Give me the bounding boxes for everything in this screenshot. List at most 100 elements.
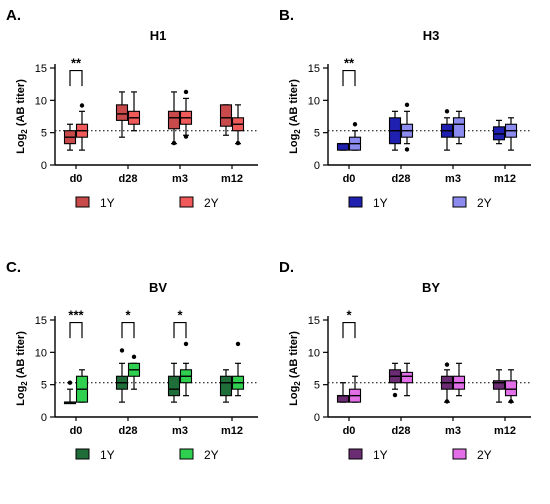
panel-title: BY [422, 280, 440, 295]
significance-label: * [125, 308, 131, 323]
x-tick-label: m3 [445, 173, 461, 185]
box-1y-m3 [167, 375, 181, 397]
legend-swatch-2y [452, 196, 467, 208]
outlier-point [404, 102, 410, 108]
y-tick-label: 5 [41, 128, 47, 140]
outlier-point [131, 354, 137, 360]
outlier-point [352, 122, 358, 127]
legend-label-1y: 1Y [100, 448, 115, 462]
legend-label-1y: 1Y [373, 448, 388, 462]
outlier-point [183, 341, 189, 347]
y-axis-label: Log2 (AB titer) [15, 331, 29, 406]
legend-swatch-1y [348, 448, 363, 460]
y-tick-label: 15 [35, 63, 47, 75]
significance-label: * [177, 308, 183, 323]
y-tick-label: 5 [314, 128, 320, 140]
outlier-point [171, 140, 177, 146]
x-tick-label: d0 [70, 173, 83, 185]
significance-bracket [69, 321, 83, 339]
x-tick-label: m12 [221, 173, 243, 185]
x-tick-label: m12 [221, 425, 243, 437]
outlier-point [235, 140, 241, 146]
outlier-point [119, 348, 125, 353]
y-tick-label: 0 [41, 160, 47, 172]
y-tick-label: 0 [314, 412, 320, 424]
legend-swatch-1y [75, 448, 90, 460]
panel-letter: A. [6, 7, 21, 24]
box-1y-d28 [115, 104, 129, 121]
significance-label: * [346, 308, 352, 323]
outlier-point [235, 341, 241, 347]
y-tick-label: 0 [314, 160, 320, 172]
legend-label-1y: 1Y [373, 196, 388, 210]
panel-title: H1 [150, 28, 167, 43]
significance-bracket [121, 321, 135, 339]
x-tick-label: d0 [343, 425, 356, 437]
outlier-point [404, 147, 410, 152]
y-tick-label: 10 [308, 347, 320, 359]
y-tick-label: 10 [35, 95, 47, 107]
y-tick-label: 15 [35, 315, 47, 327]
x-tick-label: d28 [392, 425, 411, 437]
significance-label: ** [344, 56, 355, 71]
panel-letter: C. [6, 259, 21, 276]
legend-swatch-2y [179, 448, 194, 460]
y-tick-label: 5 [314, 380, 320, 392]
legend-label-2y: 2Y [477, 448, 492, 462]
panel-letter: D. [279, 259, 294, 276]
significance-bracket [173, 321, 187, 339]
x-tick-label: d0 [70, 425, 83, 437]
y-tick-label: 5 [41, 380, 47, 392]
y-tick-label: 0 [41, 412, 47, 424]
legend-swatch-1y [75, 196, 90, 208]
y-tick-label: 10 [308, 95, 320, 107]
box-2y-m3 [452, 117, 466, 138]
x-tick-label: m3 [445, 425, 461, 437]
x-tick-label: m12 [494, 173, 516, 185]
panel-h3: B. H3 Log2 (AB titer) 0 5 10 15 d0 d28 m3 m12 ** 1Y 2… [279, 7, 531, 210]
significance-label: *** [68, 308, 84, 323]
y-tick-label: 15 [308, 315, 320, 327]
x-tick-label: d28 [119, 425, 138, 437]
outlier-point [67, 380, 73, 385]
significance-bracket [342, 69, 356, 87]
panel-letter: B. [279, 7, 294, 24]
significance-label: ** [71, 56, 82, 71]
y-tick-label: 15 [308, 63, 320, 75]
panel-h1: A. H1 Log2 (AB titer) 0 5 10 15 d0 d28 m3 m12 ** 1Y 2… [6, 7, 258, 210]
box-1y-d0 [336, 395, 350, 403]
legend-swatch-2y [452, 448, 467, 460]
y-tick-label: 10 [35, 347, 47, 359]
box-1y-d0 [336, 143, 350, 151]
legend-swatch-1y [348, 196, 363, 208]
outlier-point [79, 103, 85, 108]
y-axis-label: Log2 (AB titer) [15, 79, 29, 154]
x-tick-label: d0 [343, 173, 356, 185]
box-1y-m12 [219, 104, 233, 127]
box-1y-m12 [492, 380, 506, 390]
x-tick-label: d28 [392, 173, 411, 185]
box-1y-m12 [219, 375, 233, 397]
legend-label-2y: 2Y [204, 196, 219, 210]
legend-label-2y: 2Y [204, 448, 219, 462]
x-tick-label: m3 [172, 425, 188, 437]
outlier-point [508, 399, 514, 404]
box-2y-m12 [504, 380, 518, 397]
panel-title: BV [149, 280, 167, 295]
outlier-point [183, 89, 189, 95]
outlier-point [444, 109, 450, 114]
outlier-point [444, 362, 450, 367]
significance-bracket [69, 69, 83, 87]
x-tick-label: m3 [172, 173, 188, 185]
outlier-point [183, 134, 189, 139]
legend-label-2y: 2Y [477, 196, 492, 210]
y-axis-label: Log2 (AB titer) [288, 79, 302, 154]
x-tick-label: d28 [119, 173, 138, 185]
x-tick-label: m12 [494, 425, 516, 437]
box-2y-d28 [400, 371, 414, 384]
panel-by: D. BY Log2 (AB titer) 0 5 10 15 d0 d28 m3 m12 * 1Y 2Y [279, 259, 531, 462]
outlier-point [392, 392, 398, 398]
legend-swatch-2y [179, 196, 194, 208]
